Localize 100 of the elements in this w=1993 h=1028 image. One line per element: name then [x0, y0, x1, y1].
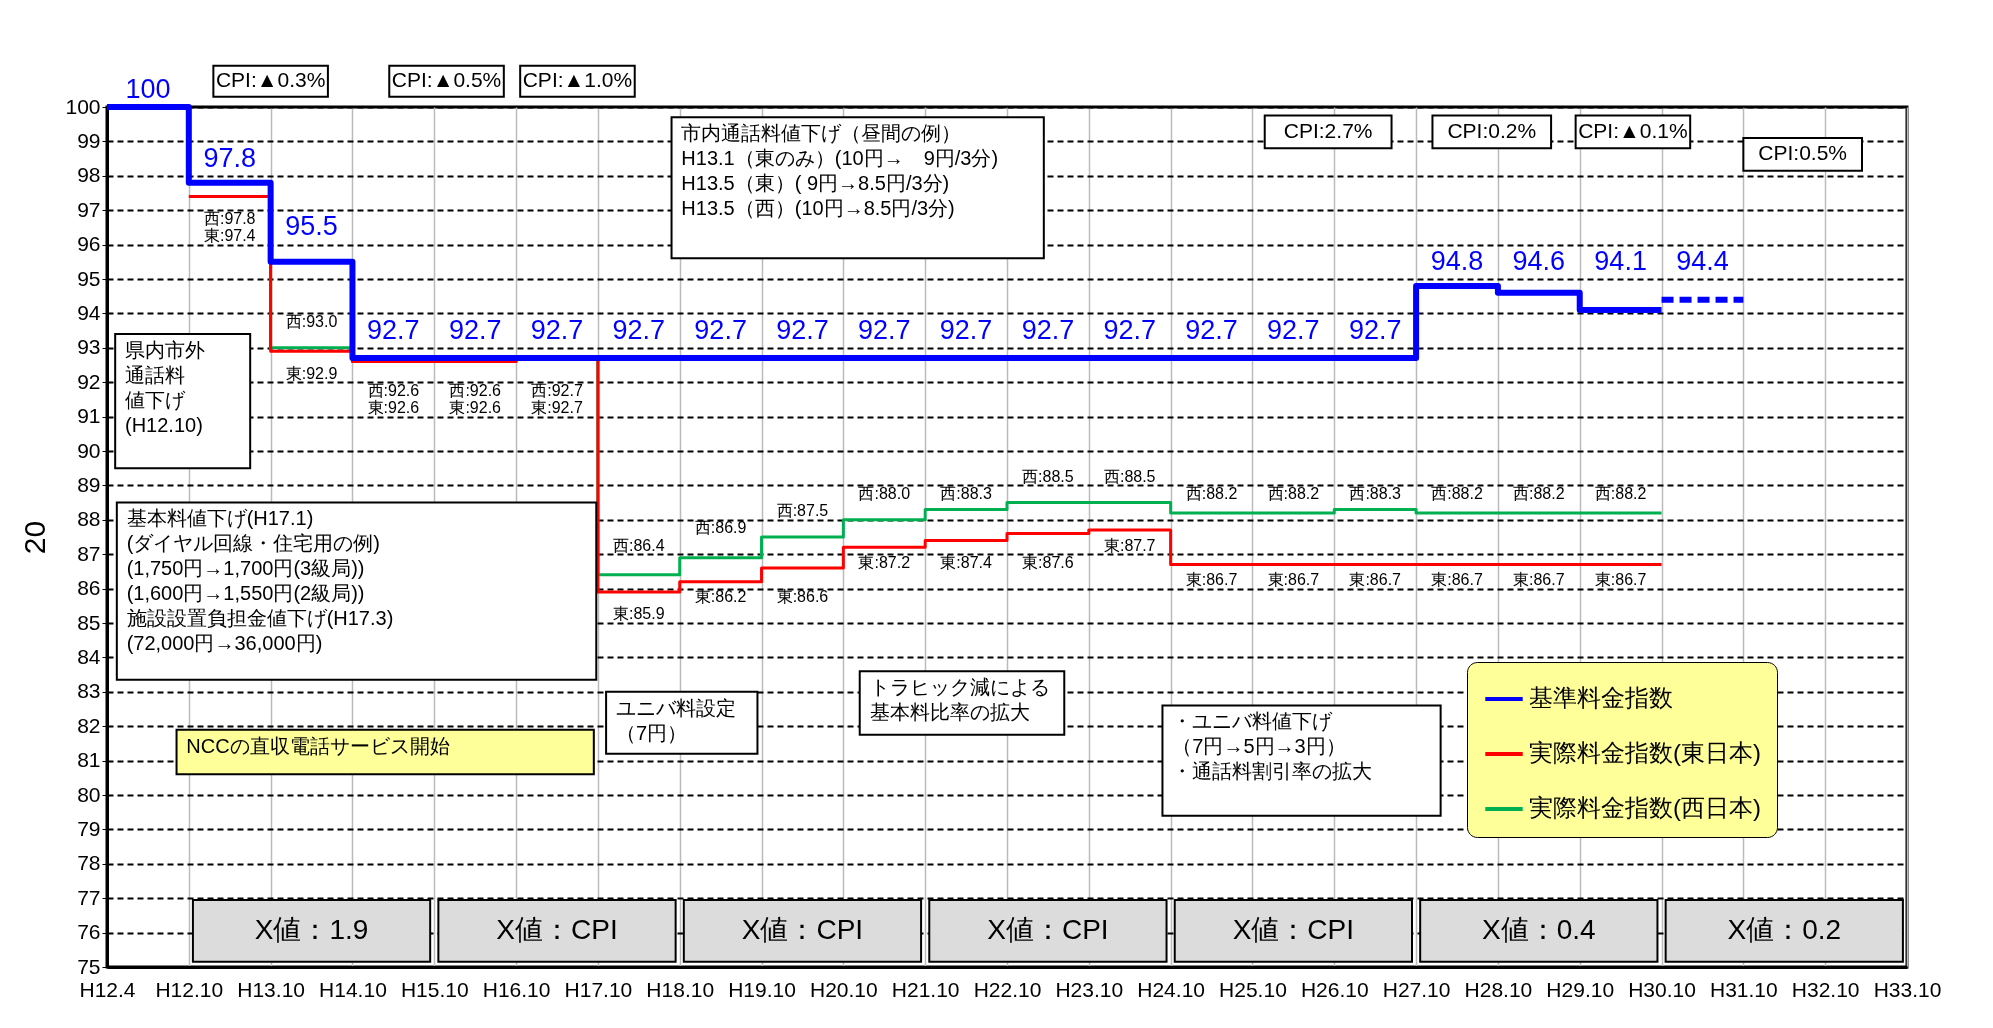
annotation: CPI:▲0.1% [1578, 118, 1688, 142]
data-label: 西:97.8 [203, 209, 256, 227]
data-label: 94.6 [1512, 245, 1566, 276]
data-label: 92.7 [530, 314, 584, 345]
annotation: X値：CPI [987, 913, 1109, 945]
data-label: 西:86.4 [613, 536, 665, 554]
x-tick-label: H29.10 [1546, 977, 1615, 1001]
data-label: 東:92.6 [367, 399, 420, 416]
data-label: 92.7 [1267, 314, 1320, 345]
x-tick-label: H16.10 [482, 977, 551, 1001]
data-label: 西:86.9 [694, 519, 747, 537]
data-label: 92.7 [448, 314, 502, 345]
y-tick-label: 76 [77, 920, 101, 944]
y-tick-label: 100 [65, 94, 101, 118]
x-tick-label: H20.10 [810, 977, 878, 1001]
data-label: 92.7 [612, 314, 666, 345]
x-tick-label: H12.4 [79, 977, 136, 1001]
data-label: 92.7 [1021, 314, 1075, 345]
y-tick-label: 91 [77, 404, 101, 428]
data-label: 92.7 [1185, 314, 1238, 345]
data-label: 92.7 [1348, 314, 1402, 345]
data-label: 東:86.7 [1594, 571, 1647, 588]
data-label: 東:86.7 [1185, 571, 1238, 588]
data-label: 東:87.2 [858, 553, 911, 571]
y-tick-label: 88 [77, 507, 101, 531]
legend-label: 実際料金指数(東日本) [1529, 739, 1761, 766]
y-tick-label: 78 [77, 851, 101, 875]
x-tick-label: H18.10 [646, 977, 715, 1001]
data-label: 西:88.0 [858, 485, 911, 502]
data-label: 東:87.4 [940, 553, 992, 571]
y-tick-label: 81 [77, 748, 101, 772]
x-tick-label: H26.10 [1300, 977, 1369, 1001]
annotation: 基本料値下げ(H17.1) (ダイヤル回線・住宅用の例) (1,750円→1,700円(3級局)) (1,600円→1,550円(2級局)) 施設設置負担金値下げ(H17.3) (72,000円→36,000円) [126, 507, 394, 655]
data-label: 西:88.2 [1431, 485, 1483, 502]
data-label: 東:86.6 [776, 588, 829, 606]
data-label: 92.7 [367, 314, 420, 345]
data-label: 西:88.3 [1349, 485, 1402, 502]
data-label: 東:86.7 [1431, 571, 1483, 588]
y-tick-label: 97 [77, 197, 101, 221]
y-tick-label: 98 [77, 163, 101, 187]
y-tick-label: 77 [77, 885, 101, 909]
legend-label: 基準料金指数 [1529, 684, 1673, 711]
y-tick-label: 93 [77, 335, 101, 359]
y-tick-label: 94 [77, 300, 101, 324]
data-label: 東:92.9 [285, 364, 338, 382]
annotation: X値：CPI [1232, 913, 1355, 945]
data-label: 西:92.7 [531, 381, 583, 399]
y-tick-label: 86 [77, 576, 101, 600]
data-label: 東:86.7 [1267, 571, 1320, 588]
text: CPI:▲0.5% [391, 68, 502, 92]
data-label: 東:92.6 [449, 399, 502, 416]
x-tick-label: H14.10 [319, 977, 387, 1001]
x-tick-label: H31.10 [1710, 977, 1778, 1001]
annotation: 県内市外通話料値下げ(H12.10) [125, 338, 205, 436]
data-label: 94.1 [1594, 245, 1647, 276]
data-label: 東:85.9 [613, 605, 665, 623]
x-tick-label: H22.10 [973, 977, 1042, 1001]
x-tick-label: H32.10 [1791, 977, 1860, 1001]
annotation: CPI:0.2% [1447, 118, 1537, 142]
data-label: 97.8 [203, 142, 257, 173]
y-tick-label: 82 [77, 713, 101, 737]
annotation: X値：CPI [496, 913, 618, 945]
x-tick-label: H15.10 [400, 977, 469, 1001]
text: CPI:▲1.0% [522, 68, 633, 92]
data-label: 100 [125, 73, 171, 104]
x-tick-label: H28.10 [1464, 977, 1533, 1001]
y-tick-label: 80 [77, 782, 101, 806]
data-label: 西:93.0 [285, 313, 338, 330]
data-label: 92.7 [857, 314, 911, 345]
y-tick-label: 90 [77, 438, 101, 462]
annotation: NCCの直収電話サービス開始 [186, 734, 450, 757]
x-tick-label: H23.10 [1055, 977, 1124, 1001]
x-tick-label: H25.10 [1219, 977, 1287, 1001]
x-tick-label: H21.10 [891, 977, 960, 1001]
y-tick-label: 92 [77, 369, 101, 393]
legend-label: 実際料金指数(西日本) [1529, 794, 1761, 821]
data-label: 西:87.5 [776, 502, 829, 520]
y-tick-label: 99 [77, 128, 101, 152]
data-label: 東:87.7 [1103, 536, 1156, 554]
y-tick-label: 89 [77, 472, 101, 496]
y-tick-label: 83 [77, 679, 101, 703]
x-tick-label: H13.10 [237, 977, 305, 1001]
data-label: 東:86.2 [694, 588, 747, 606]
data-label: 東:92.7 [531, 399, 583, 416]
text: CPI:▲0.3% [215, 68, 326, 92]
data-label: 西:88.5 [1103, 467, 1156, 485]
data-label: 西:92.6 [367, 381, 420, 399]
data-label: 西:88.3 [940, 485, 992, 502]
x-tick-label: H30.10 [1628, 977, 1696, 1001]
y-tick-label: 79 [77, 816, 101, 840]
x-tick-label: H12.10 [155, 977, 224, 1001]
data-label: 西:92.6 [449, 381, 502, 399]
annotation: トラヒック減による基本料比率の拡大 [869, 676, 1050, 724]
data-label: 東:87.6 [1022, 553, 1074, 571]
x-tick-label: H17.10 [564, 977, 633, 1001]
data-label: 92.7 [776, 314, 829, 345]
data-label: 西:88.5 [1022, 467, 1074, 485]
data-label: 西:88.2 [1594, 485, 1647, 502]
annotation: CPI:0.5% [1758, 141, 1848, 165]
data-label: 95.5 [285, 211, 338, 242]
